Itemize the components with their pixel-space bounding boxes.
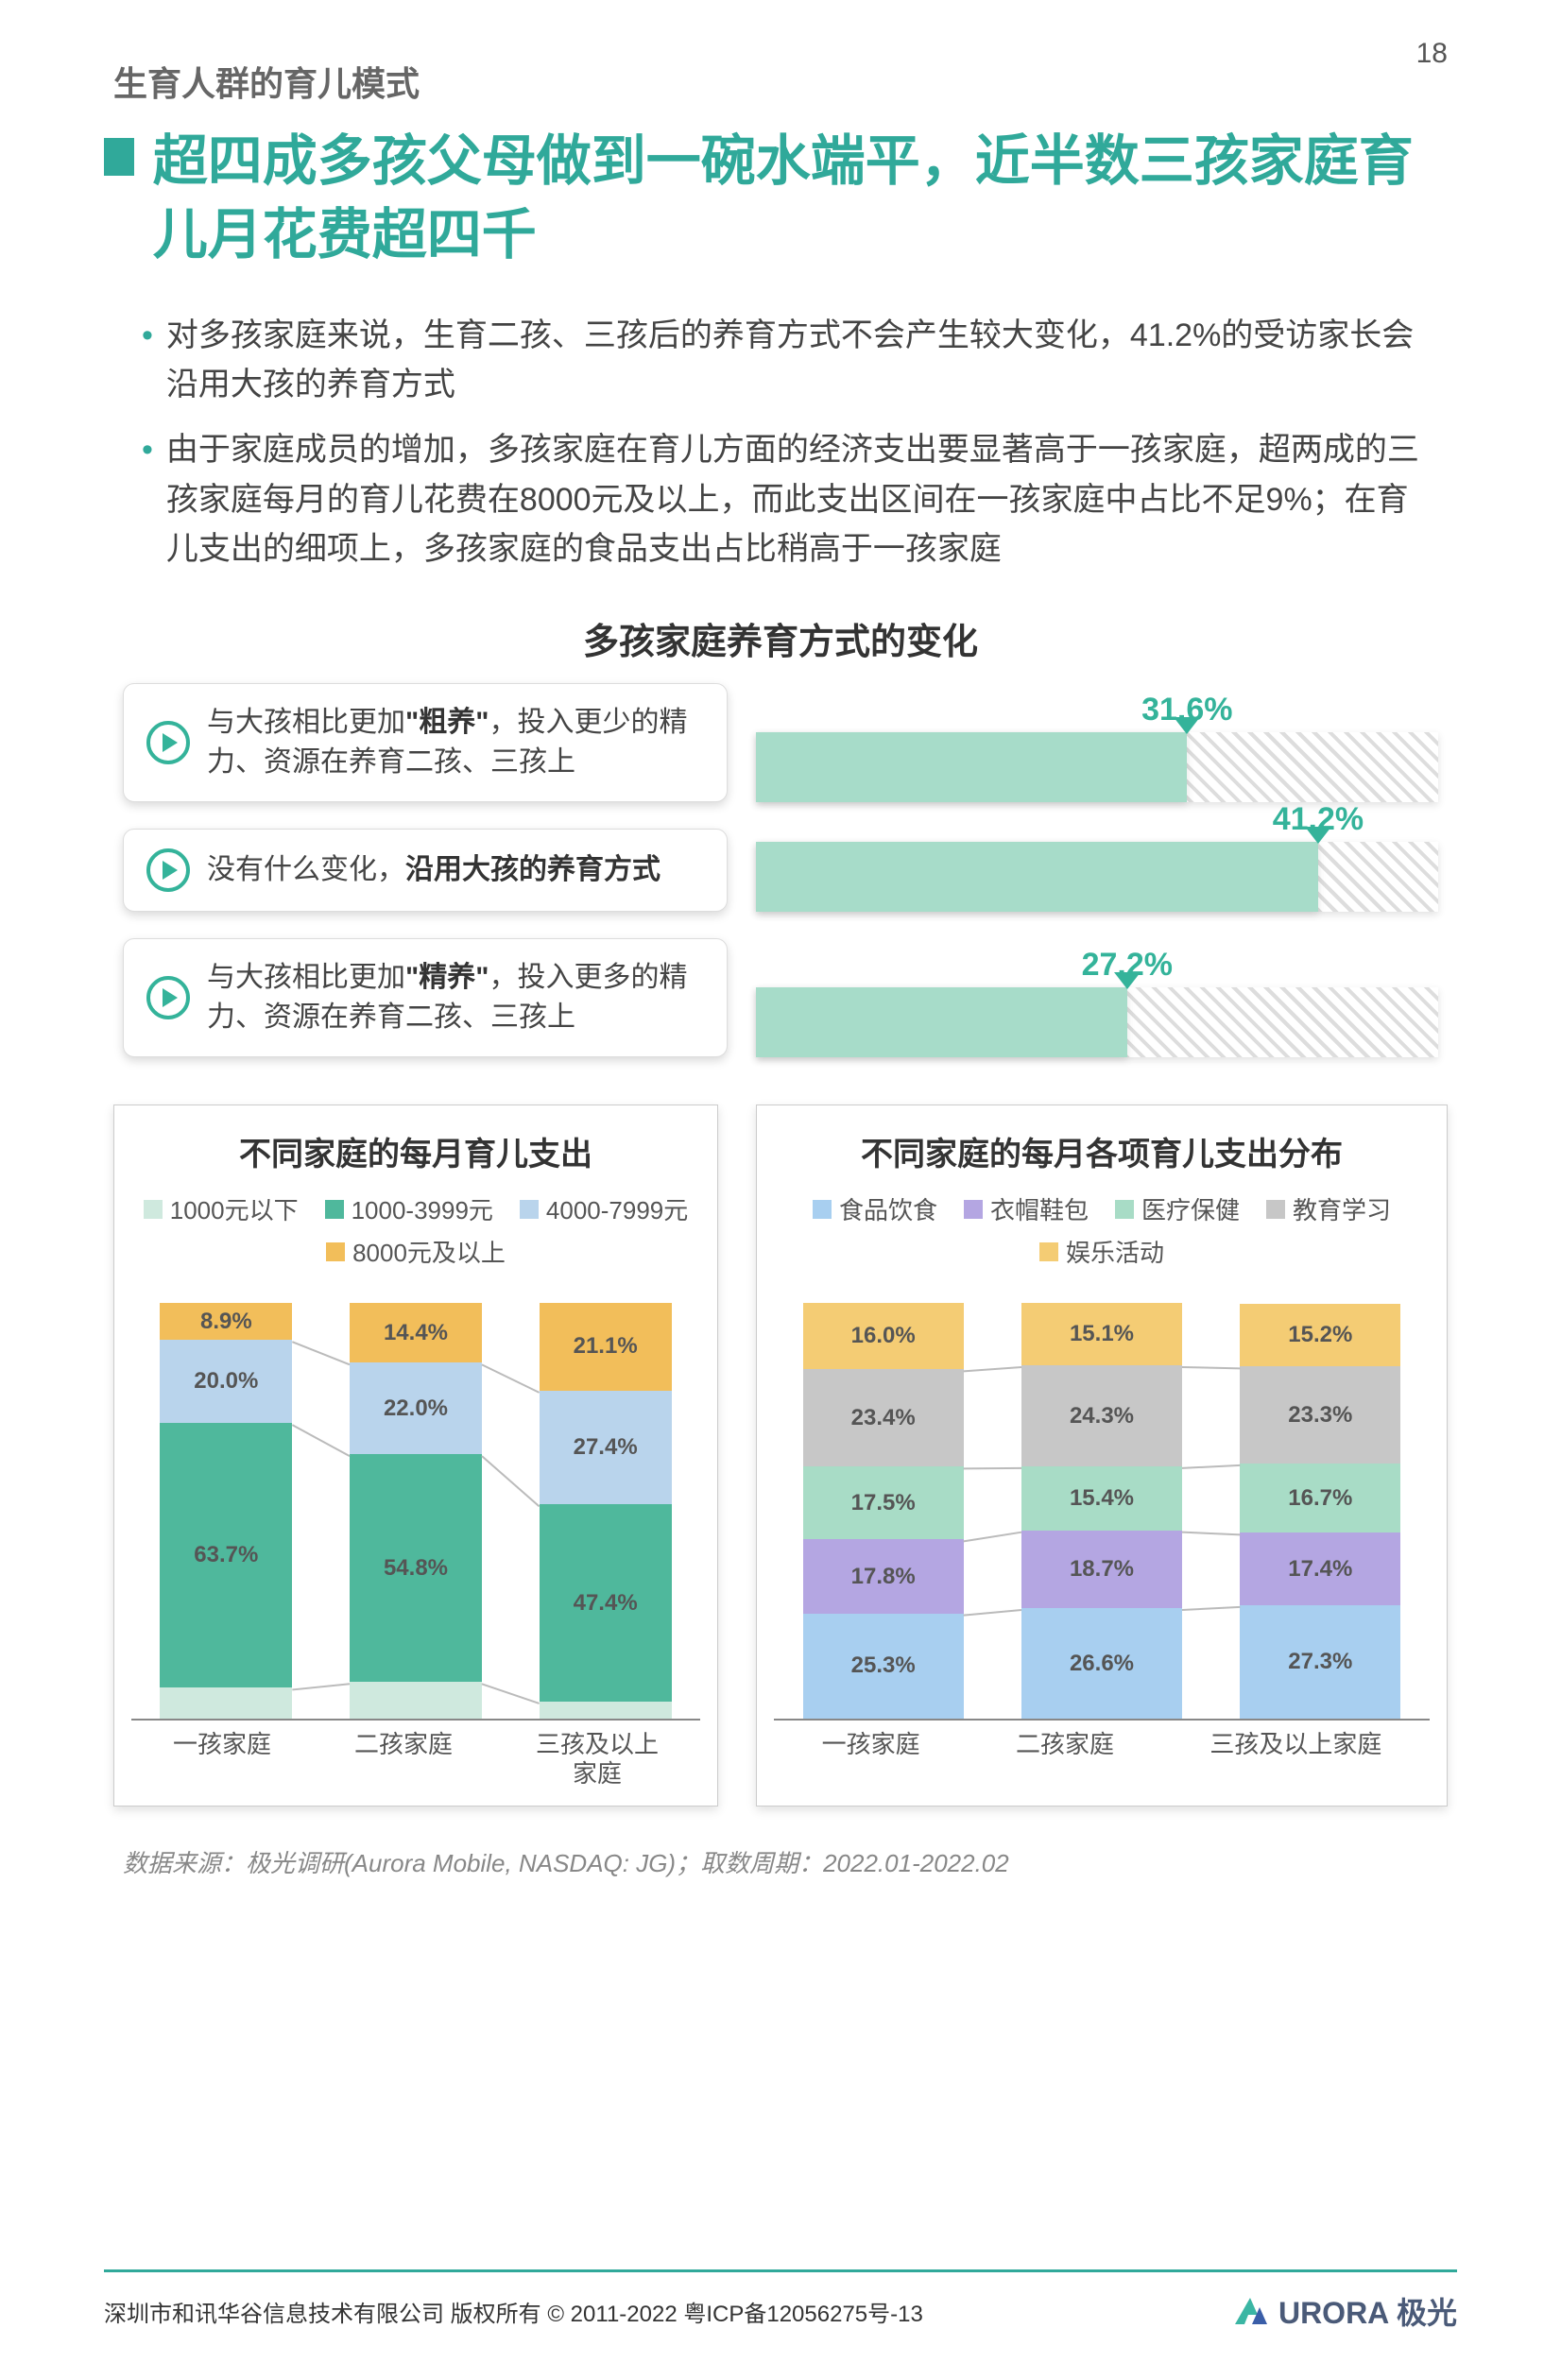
bar-segment: 17.4% — [1240, 1532, 1400, 1605]
brand-text: URORA 极光 — [1278, 2289, 1457, 2333]
left-x-labels: 一孩家庭 二孩家庭 三孩及以上家庭 — [131, 1730, 700, 1789]
stacked-column: 15.2%23.3%16.7%17.4%27.3% — [1240, 1286, 1400, 1719]
legend-item: 教育学习 — [1266, 1191, 1391, 1226]
bar-segment: 24.3% — [1021, 1365, 1182, 1466]
legend-item: 8000元及以上 — [326, 1234, 506, 1269]
bar-segment: 27.4% — [540, 1391, 672, 1505]
changes-title: 多孩家庭养育方式的变化 — [104, 612, 1457, 664]
bar-segment: 18.7% — [1021, 1531, 1182, 1608]
stacked-column: 21.1%27.4%47.4% — [540, 1286, 672, 1719]
change-bar: 31.6% — [756, 732, 1438, 802]
change-pill: 没有什么变化，沿用大孩的养育方式 — [123, 829, 728, 912]
arrow-right-icon — [146, 848, 190, 892]
arrow-right-icon — [146, 721, 190, 764]
x-label: 三孩及以上家庭 — [536, 1730, 659, 1789]
x-label: 三孩及以上家庭 — [1209, 1730, 1381, 1759]
change-bar: 27.2% — [756, 987, 1438, 1057]
x-label: 二孩家庭 — [1016, 1730, 1114, 1759]
legend-item: 食品饮食 — [813, 1191, 937, 1226]
bar-segment — [540, 1702, 672, 1719]
spend-breakdown-panel: 不同家庭的每月各项育儿支出分布 食品饮食衣帽鞋包医疗保健教育学习娱乐活动 16.… — [756, 1104, 1448, 1806]
change-row: 与大孩相比更加"精养"，投入更多的精力、资源在养育二孩、三孩上 27.2% — [123, 938, 1438, 1057]
arrow-right-icon — [146, 976, 190, 1019]
brand-logo-icon — [1231, 2292, 1269, 2330]
bar-segment: 63.7% — [160, 1423, 292, 1687]
left-stacked-bars: 8.9%20.0%63.7% 14.4%22.0%54.8% 21.1%27.4%4… — [131, 1286, 700, 1721]
bar-segment: 16.7% — [1240, 1464, 1400, 1532]
bar-segment: 23.4% — [803, 1369, 964, 1466]
left-legend: 1000元以下 1000-3999元 4000-7999元 8000元及以上 — [131, 1191, 700, 1269]
bar-segment: 47.4% — [540, 1504, 672, 1702]
bar-segment — [350, 1682, 482, 1719]
bar-segment: 20.0% — [160, 1340, 292, 1423]
section-subtitle: 生育人群的育儿模式 — [113, 57, 1457, 106]
bottom-panels: 不同家庭的每月育儿支出 1000元以下 1000-3999元 4000-7999元 8… — [113, 1104, 1448, 1806]
bar-segment: 17.5% — [803, 1466, 964, 1539]
change-bar: 41.2% — [756, 842, 1438, 912]
bar-segment: 25.3% — [803, 1614, 964, 1719]
bar-segment: 54.8% — [350, 1454, 482, 1682]
main-title: 超四成多孩父母做到一碗水端平，近半数三孩家庭育儿月花费超四千 — [153, 125, 1457, 273]
bullet-item: •对多孩家庭来说，生育二孩、三孩后的养育方式不会产生较大变化，41.2%的受访家… — [142, 311, 1429, 410]
legend-item: 娱乐活动 — [1039, 1234, 1164, 1269]
change-pill: 与大孩相比更加"精养"，投入更多的精力、资源在养育二孩、三孩上 — [123, 938, 728, 1057]
bar-segment: 17.8% — [803, 1539, 964, 1613]
bar-segment: 14.4% — [350, 1303, 482, 1362]
bar-segment: 16.0% — [803, 1303, 964, 1369]
footer: 深圳市和讯华谷信息技术有限公司 版权所有 © 2011-2022 粤ICP备12… — [104, 2269, 1457, 2333]
changes-chart: 与大孩相比更加"粗养"，投入更少的精力、资源在养育二孩、三孩上 31.6% 没有什么… — [123, 683, 1438, 1057]
right-chart-title: 不同家庭的每月各项育儿支出分布 — [774, 1128, 1430, 1174]
change-pill: 与大孩相比更加"粗养"，投入更少的精力、资源在养育二孩、三孩上 — [123, 683, 728, 802]
right-legend: 食品饮食衣帽鞋包医疗保健教育学习娱乐活动 — [774, 1191, 1430, 1269]
legend-item: 衣帽鞋包 — [964, 1191, 1089, 1226]
bar-segment: 22.0% — [350, 1362, 482, 1454]
title-row: 超四成多孩父母做到一碗水端平，近半数三孩家庭育儿月花费超四千 — [104, 125, 1457, 273]
stacked-column: 15.1%24.3%15.4%18.7%26.6% — [1021, 1286, 1182, 1719]
brand: URORA 极光 — [1231, 2289, 1457, 2333]
legend-item: 医疗保健 — [1115, 1191, 1240, 1226]
bar-segment — [160, 1687, 292, 1719]
bar-segment: 26.6% — [1021, 1608, 1182, 1719]
change-row: 没有什么变化，沿用大孩的养育方式 41.2% — [123, 829, 1438, 912]
stacked-column: 8.9%20.0%63.7% — [160, 1286, 292, 1719]
bar-segment: 23.3% — [1240, 1366, 1400, 1464]
x-label: 一孩家庭 — [173, 1730, 271, 1789]
stacked-column: 16.0%23.4%17.5%17.8%25.3% — [803, 1286, 964, 1719]
bar-segment: 27.3% — [1240, 1605, 1400, 1719]
x-label: 一孩家庭 — [822, 1730, 920, 1759]
bullet-list: •对多孩家庭来说，生育二孩、三孩后的养育方式不会产生较大变化，41.2%的受访家… — [142, 311, 1429, 574]
right-stacked-bars: 16.0%23.4%17.5%17.8%25.3% 15.1%24.3%15.4%… — [774, 1286, 1430, 1721]
bar-segment: 15.2% — [1240, 1304, 1400, 1367]
bar-segment: 15.4% — [1021, 1466, 1182, 1531]
bullet-item: •由于家庭成员的增加，多孩家庭在育儿方面的经济支出要显著高于一孩家庭，超两成的三… — [142, 425, 1429, 574]
legend-item: 1000-3999元 — [325, 1191, 493, 1226]
left-chart-title: 不同家庭的每月育儿支出 — [131, 1128, 700, 1174]
change-row: 与大孩相比更加"粗养"，投入更少的精力、资源在养育二孩、三孩上 31.6% — [123, 683, 1438, 802]
data-source: 数据来源：极光调研(Aurora Mobile, NASDAQ: JG)；取数周… — [123, 1844, 1438, 1879]
stacked-column: 14.4%22.0%54.8% — [350, 1286, 482, 1719]
monthly-spend-panel: 不同家庭的每月育儿支出 1000元以下 1000-3999元 4000-7999元 8… — [113, 1104, 718, 1806]
bar-segment: 15.1% — [1021, 1303, 1182, 1365]
page-number: 18 — [1416, 38, 1448, 70]
legend-item: 1000元以下 — [144, 1191, 299, 1226]
title-accent-block — [104, 138, 134, 176]
right-x-labels: 一孩家庭 二孩家庭 三孩及以上家庭 — [774, 1730, 1430, 1759]
bar-segment: 8.9% — [160, 1303, 292, 1340]
bar-segment: 21.1% — [540, 1303, 672, 1391]
legend-item: 4000-7999元 — [520, 1191, 688, 1226]
x-label: 二孩家庭 — [354, 1730, 453, 1789]
copyright: 深圳市和讯华谷信息技术有限公司 版权所有 © 2011-2022 粤ICP备12… — [104, 2295, 923, 2328]
